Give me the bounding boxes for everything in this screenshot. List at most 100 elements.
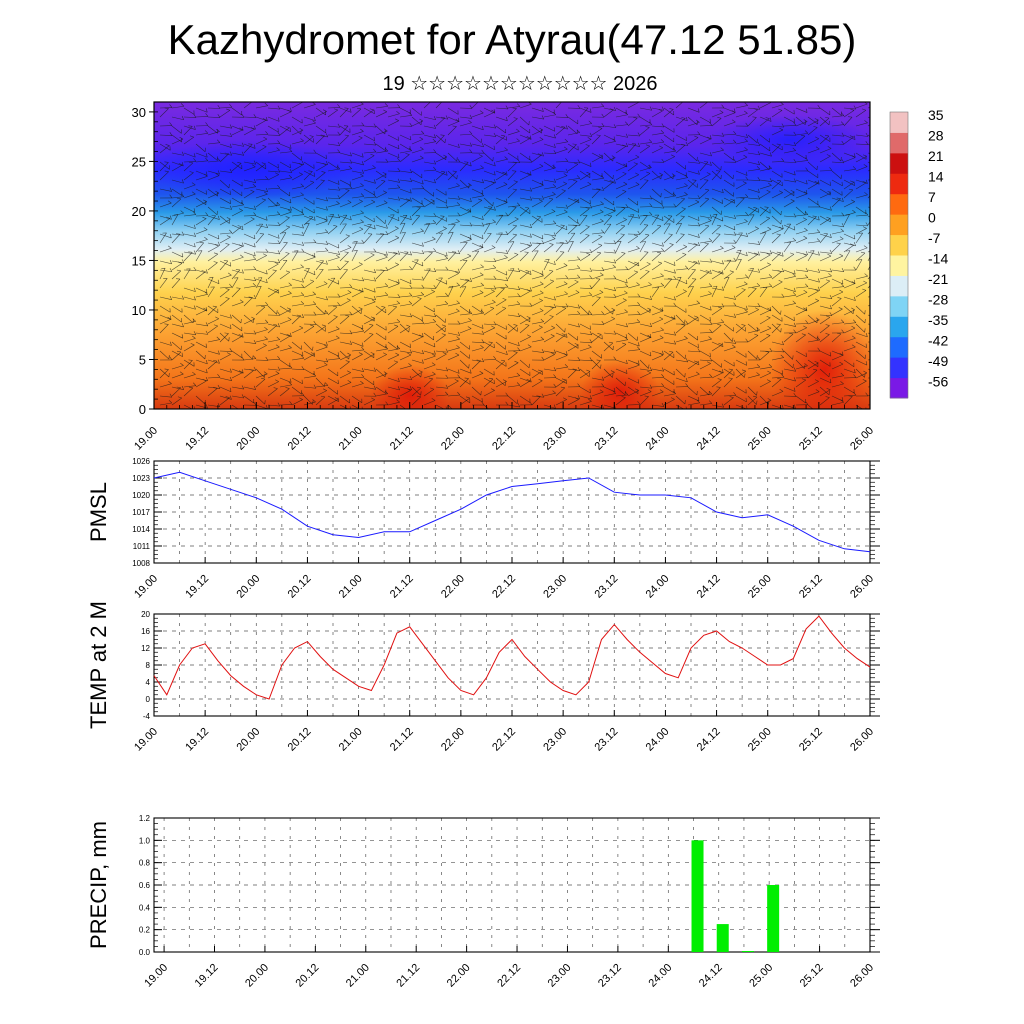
wind-barb — [579, 368, 590, 377]
x-tick-label: 22.12 — [490, 425, 518, 453]
wind-barb — [423, 116, 436, 121]
wind-barb-flag — [313, 311, 317, 316]
wind-barb — [219, 106, 232, 109]
wind-barb — [519, 346, 532, 352]
wind-barb — [399, 386, 412, 391]
wind-barb — [231, 256, 244, 262]
wind-barb-flag — [685, 141, 689, 146]
wind-barb-flag — [253, 205, 257, 210]
x-tick-label: 20.12 — [294, 962, 322, 990]
wind-barb — [579, 173, 591, 181]
wind-barb — [243, 278, 256, 281]
wind-barb — [843, 116, 853, 127]
wind-barb — [483, 359, 496, 361]
wind-barb — [567, 369, 577, 379]
wind-barb-flag — [781, 370, 784, 375]
wind-barb — [435, 278, 447, 285]
wind-barb-flag — [721, 270, 724, 275]
wind-barb-flag — [373, 141, 377, 146]
wind-barb — [747, 329, 760, 334]
wind-barb-flag — [577, 274, 581, 278]
wind-barb-flag — [380, 269, 385, 271]
wind-barb — [591, 245, 603, 253]
wind-barb — [495, 299, 507, 307]
wind-barb — [243, 370, 254, 379]
wind-barb-flag — [681, 143, 686, 146]
wind-barb-flag — [261, 377, 266, 380]
x-tick-label: 19.00 — [132, 573, 160, 601]
wind-barb-flag — [469, 277, 473, 282]
wind-barb-flag — [353, 240, 358, 243]
wind-barb — [843, 233, 856, 240]
wind-barb-flag — [840, 283, 845, 287]
wind-barb-flag — [804, 363, 808, 367]
wind-barb-flag — [694, 135, 699, 138]
wind-barb-flag — [708, 390, 713, 395]
wind-barb — [699, 293, 712, 298]
wind-barb — [435, 295, 448, 298]
wind-barb — [579, 139, 592, 145]
wind-barb — [867, 285, 870, 289]
wind-barb — [579, 401, 592, 406]
wind-barb — [291, 341, 302, 350]
colorbar-swatch — [890, 173, 908, 195]
wind-barb — [231, 277, 239, 289]
wind-barb — [315, 111, 327, 118]
wind-barb-flag — [718, 306, 723, 309]
wind-barb — [699, 314, 711, 322]
wind-barb-flag — [851, 344, 856, 348]
wind-barb — [567, 116, 579, 125]
wind-barb — [387, 228, 399, 235]
wind-barb — [339, 223, 347, 235]
wind-barb-flag — [468, 236, 472, 240]
wind-barb — [771, 125, 784, 128]
wind-barb-flag — [878, 206, 880, 210]
wind-barb-flag — [217, 157, 221, 162]
wind-barb-flag — [361, 373, 365, 378]
wind-barb — [555, 125, 568, 130]
wind-barb — [183, 404, 193, 409]
wind-barb — [615, 339, 628, 343]
wind-barb — [567, 344, 579, 352]
wind-barb — [315, 152, 327, 160]
wind-barb-flag — [781, 404, 784, 409]
wind-barb-flag — [613, 106, 616, 111]
wind-barb — [447, 204, 460, 208]
wind-barb — [207, 305, 219, 314]
wind-barb — [159, 188, 172, 192]
wind-barb — [327, 179, 340, 185]
wind-barb — [567, 181, 578, 190]
wind-barb-flag — [493, 109, 496, 114]
wind-barb — [483, 134, 496, 137]
wind-barb — [195, 107, 208, 113]
wind-barb — [387, 179, 400, 183]
wind-barb — [723, 296, 736, 300]
wind-barb — [423, 314, 436, 317]
wind-barb-flag — [625, 334, 628, 339]
wind-barb-flag — [226, 217, 231, 220]
wind-barb — [591, 135, 601, 145]
wind-barb-flag — [851, 335, 856, 339]
wind-barb — [291, 224, 304, 229]
wind-barb — [675, 161, 686, 170]
wind-barb — [735, 196, 748, 199]
wind-barb — [579, 269, 592, 272]
wind-barb — [867, 231, 870, 235]
wind-barb — [339, 190, 350, 199]
wind-barb — [531, 216, 541, 226]
wind-barb — [507, 362, 519, 370]
wind-barb — [735, 105, 748, 109]
wind-barb-flag — [409, 349, 413, 354]
wind-barb-flag — [445, 384, 449, 389]
wind-barb-flag — [312, 399, 316, 403]
wind-barb — [687, 314, 699, 322]
wind-barb-flag — [680, 215, 685, 217]
colorbar-label: -49 — [928, 353, 948, 369]
wind-barb — [591, 360, 601, 370]
wind-barb — [675, 102, 684, 109]
wind-barb — [759, 309, 771, 316]
wind-barb-flag — [490, 289, 495, 292]
wind-barb — [483, 197, 494, 207]
wind-barb — [555, 127, 566, 136]
wind-barb — [543, 350, 556, 354]
